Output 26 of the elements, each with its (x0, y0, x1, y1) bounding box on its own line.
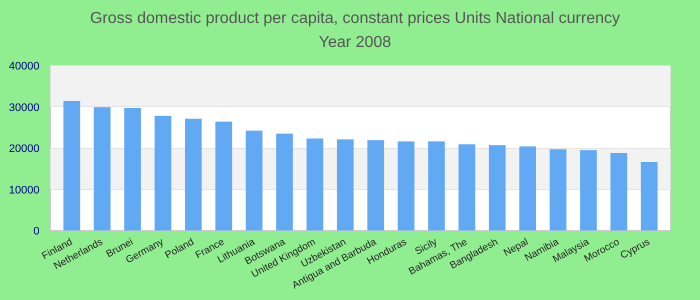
bar (580, 150, 597, 230)
bar (398, 141, 414, 230)
bar (184, 118, 202, 230)
bar (519, 146, 536, 230)
bar (124, 108, 141, 230)
bar (640, 162, 658, 230)
y-tick-label: 0 (33, 226, 40, 238)
chart-title: Gross domestic product per capita, constant prices Units National currency Year 2008 (90, 9, 620, 53)
y-tick-label: 40000 (8, 60, 40, 72)
bar (488, 145, 506, 230)
bar (154, 116, 172, 230)
bar (428, 141, 445, 230)
bar (306, 138, 324, 230)
bar (610, 152, 628, 230)
bar (63, 100, 80, 230)
bar (276, 134, 293, 230)
bar (246, 130, 262, 230)
bar (550, 149, 566, 230)
bar (367, 140, 384, 230)
y-tick-label: 10000 (8, 184, 40, 196)
bar (215, 122, 232, 230)
bar (458, 144, 476, 230)
bar (336, 139, 354, 230)
bar (94, 107, 111, 230)
y-tick-label: 20000 (8, 143, 40, 155)
y-tick-label: 30000 (8, 102, 40, 114)
